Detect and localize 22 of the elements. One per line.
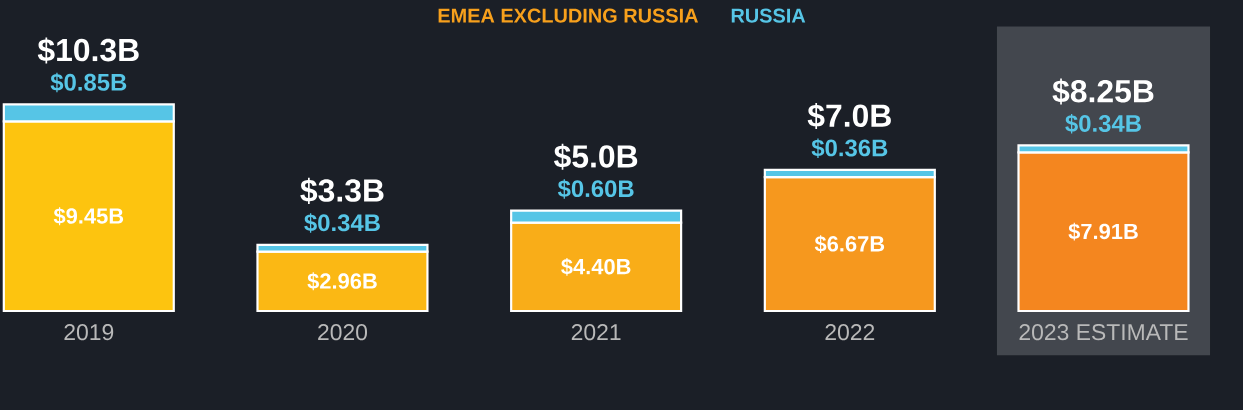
total-label: $10.3B: [37, 37, 139, 64]
data-label: $0.34B: [1065, 113, 1141, 134]
data-label: $0.34B: [304, 213, 380, 233]
data-label: $9.45B: [53, 207, 124, 226]
total-label: $5.0B: [554, 143, 638, 170]
data-label: $0.60B: [557, 179, 634, 199]
data-label: $7.91B: [1068, 222, 1138, 241]
data-label: $6.67B: [814, 235, 885, 254]
total-label: $3.3B: [300, 177, 384, 204]
text: RUSSIA: [731, 8, 806, 23]
x-tick-label: 2022: [825, 324, 875, 341]
total-label: $7.0B: [807, 103, 891, 130]
total-label: $8.25B: [1052, 78, 1154, 105]
data-label: $0.36B: [811, 138, 888, 158]
data-label: $0.85B: [50, 72, 127, 93]
x-tick-label: 2023 ESTIMATE: [1019, 324, 1188, 341]
data-label: $2.96B: [307, 272, 377, 291]
x-tick-label: 2020: [318, 324, 368, 341]
x-tick-label: 2021: [571, 324, 621, 341]
text: EMEA EXCLUDING RUSSIA: [438, 8, 699, 23]
data-label: $4.40B: [561, 257, 631, 276]
x-tick-label: 2019: [64, 324, 114, 341]
